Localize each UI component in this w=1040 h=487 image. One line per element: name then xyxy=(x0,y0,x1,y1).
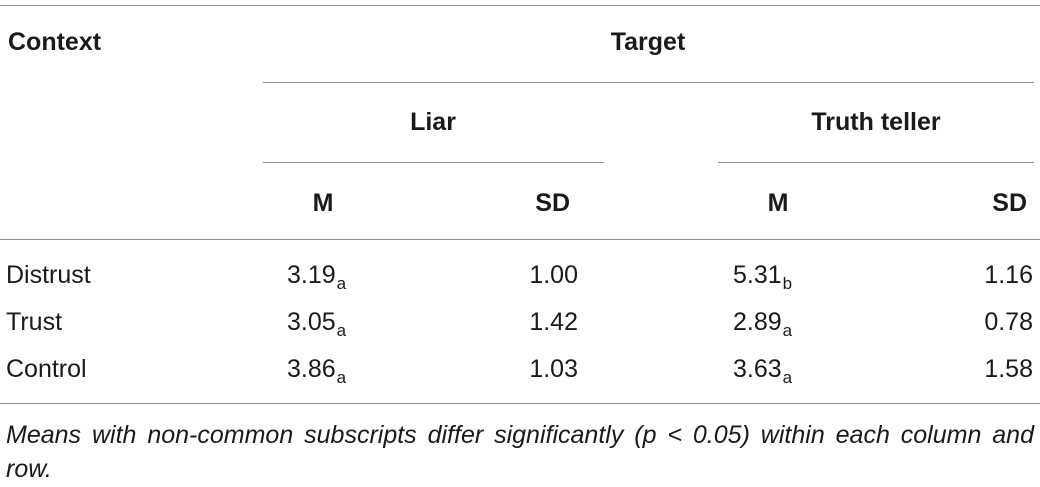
truth-teller-sd: 1.58 xyxy=(984,355,1033,383)
target-underline xyxy=(263,82,1034,83)
truth-teller-sd: 1.16 xyxy=(984,261,1033,289)
header-bottom-rule xyxy=(0,239,1040,240)
truth-teller-underline xyxy=(718,162,1034,163)
header-liar-m: M xyxy=(312,189,334,217)
truth-teller-sd: 0.78 xyxy=(984,308,1033,336)
table-top-rule xyxy=(0,5,1040,6)
header-truth-teller: Truth teller xyxy=(811,108,941,136)
truth-teller-mean: 2.89a xyxy=(733,308,793,340)
table-bottom-rule xyxy=(0,403,1040,404)
liar-mean: 3.19a xyxy=(287,261,347,293)
header-liar: Liar xyxy=(410,108,456,136)
header-context: Context xyxy=(8,28,102,56)
liar-sd: 1.00 xyxy=(529,261,578,289)
header-truth-teller-m: M xyxy=(767,189,789,217)
row-context: Distrust xyxy=(6,261,91,289)
row-context: Trust xyxy=(6,308,63,336)
truth-teller-mean: 5.31b xyxy=(733,261,793,293)
row-context: Control xyxy=(6,355,87,383)
header-liar-sd: SD xyxy=(535,189,570,217)
header-target: Target xyxy=(610,28,686,56)
header-truth-teller-sd: SD xyxy=(992,189,1027,217)
liar-sd: 1.03 xyxy=(529,355,578,383)
liar-underline xyxy=(263,162,604,163)
liar-mean: 3.05a xyxy=(287,308,347,340)
table-footnote: Means with non-common subscripts differ … xyxy=(6,421,1034,483)
liar-sd: 1.42 xyxy=(529,308,578,336)
truth-teller-mean: 3.63a xyxy=(733,355,793,387)
liar-mean: 3.86a xyxy=(287,355,347,387)
